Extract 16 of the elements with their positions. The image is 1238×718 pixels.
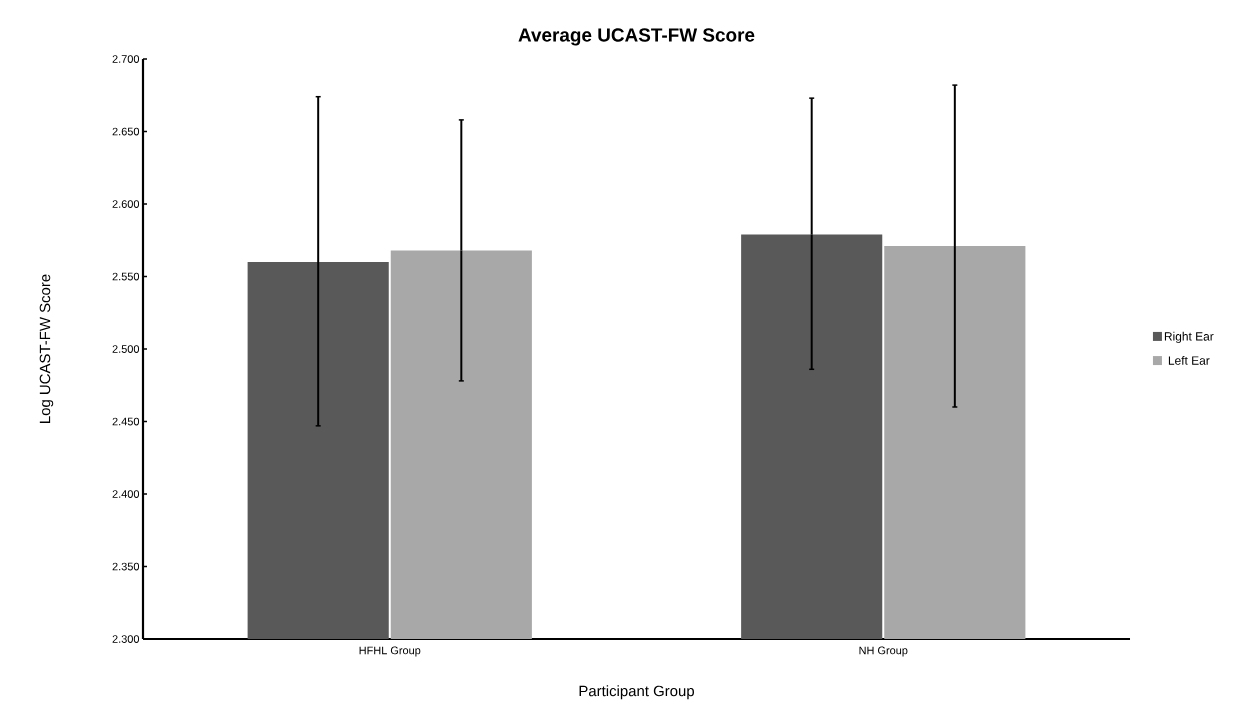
x-tick-label: HFHL Group [359, 646, 421, 657]
y-axis-title: Log UCAST-FW Score [39, 274, 54, 423]
y-tick-label: 2.500 [112, 345, 140, 353]
x-axis-title: Participant Group [579, 685, 694, 700]
y-tick-label: 2.550 [112, 272, 140, 281]
y-tick-label: 2.700 [112, 55, 140, 63]
y-tick-label: 2.400 [112, 490, 140, 498]
chart-title: Average UCAST-FW Score [518, 28, 755, 46]
y-tick-label: 2.600 [112, 200, 140, 208]
legend-label: Left Ear [1168, 355, 1210, 365]
y-tick-label: 2.350 [112, 562, 140, 571]
y-tick-label: 2.300 [112, 635, 140, 643]
legend-label: Right Ear [1164, 331, 1214, 343]
x-tick-label: NH Group [859, 646, 908, 657]
y-tick-label: 2.650 [112, 127, 140, 136]
y-tick-label: 2.450 [112, 417, 140, 426]
